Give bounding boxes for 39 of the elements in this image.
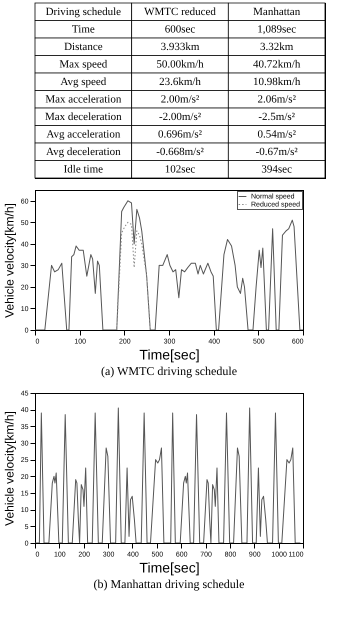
text: 3.933km	[160, 40, 200, 53]
text: Distance	[64, 40, 103, 53]
text: -2.5m/s²	[258, 110, 296, 123]
text: 2.00m/s²	[160, 93, 200, 106]
line-series	[116, 222, 151, 330]
text: (a) WMTC driving schedule	[100, 364, 238, 378]
text: 10.98km/h	[252, 76, 301, 88]
text: Avg speed	[60, 76, 107, 88]
text: 23.6km/h	[159, 76, 202, 88]
text: 0.54m/s²	[257, 128, 297, 140]
text: Time	[72, 23, 95, 36]
text: Idle time	[64, 163, 104, 176]
text: 0.696m/s²	[158, 128, 203, 140]
y-axis-title: Vehicle velocity[km/h]	[2, 411, 17, 526]
y-axis-title: Vehicle velocity[km/h]	[2, 203, 17, 318]
text: 40.72km/h	[252, 58, 301, 70]
text: 600sec	[164, 23, 196, 36]
text: -2.00m/s²	[158, 110, 202, 123]
text: WMTC reduced	[144, 6, 216, 18]
x-axis-title: Time[sec]	[139, 560, 200, 576]
line-series	[35, 408, 301, 543]
text: 102sec	[164, 163, 196, 176]
text: -0.668m/s²	[156, 146, 204, 158]
text: Max acceleration	[45, 93, 122, 106]
text: Max deceleration	[45, 110, 122, 123]
text: -0.67m/s²	[256, 146, 298, 158]
line-series	[35, 200, 303, 330]
text: Avg deceleration	[46, 146, 122, 158]
text: Driving schedule	[46, 6, 122, 18]
text: (b) Manhattan driving schedule	[94, 577, 244, 591]
text: Avg acceleration	[46, 128, 121, 140]
text: Manhattan	[253, 6, 301, 18]
text: Max speed	[59, 58, 108, 70]
text: 3.32km	[260, 40, 294, 53]
text: 2.06m/s²	[257, 93, 297, 106]
x-axis-title: Time[sec]	[139, 346, 200, 362]
text: 50.00km/h	[156, 58, 204, 70]
text: 394sec	[261, 163, 292, 176]
text: 1,089sec	[257, 23, 296, 36]
